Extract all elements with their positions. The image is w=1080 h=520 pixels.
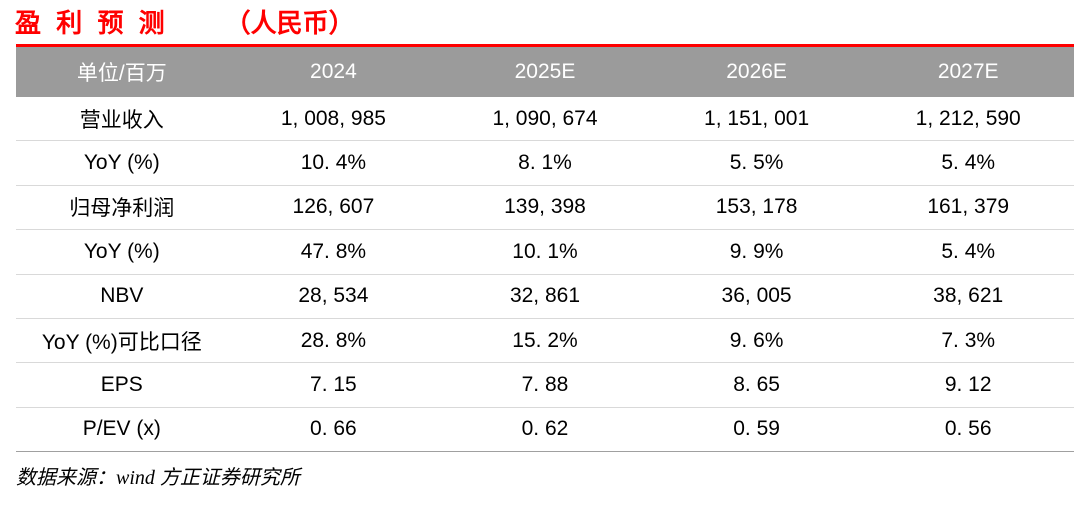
table-row: YoY (%) 47. 8% 10. 1% 9. 9% 5. 4% bbox=[16, 230, 1074, 275]
table-row: 营业收入 1, 008, 985 1, 090, 674 1, 151, 001… bbox=[16, 97, 1074, 142]
page-title-text: 盈 利 预 测 bbox=[15, 8, 169, 38]
cell-value: 1, 008, 985 bbox=[280, 106, 386, 130]
row-label: YoY (%)可比口径 bbox=[41, 330, 202, 354]
cell-value: 153, 178 bbox=[715, 195, 798, 219]
cell-value: 126, 607 bbox=[292, 195, 375, 219]
column-header-2025e: 2025E bbox=[514, 60, 576, 83]
cell-value: 139, 398 bbox=[504, 195, 586, 219]
cell-value: 8. 65 bbox=[733, 373, 780, 397]
cell-value: 7. 88 bbox=[521, 373, 569, 397]
cell-value: 1, 151, 001 bbox=[704, 106, 810, 130]
page-title: 盈 利 预 测 （人民币） bbox=[15, 5, 355, 41]
cell-value: 7. 3% bbox=[941, 328, 996, 352]
cell-value: 0. 66 bbox=[310, 417, 357, 441]
column-header-2027e: 2027E bbox=[937, 60, 999, 83]
row-label: P/EV (x) bbox=[82, 417, 161, 441]
column-header-unit: 单位/百万 bbox=[76, 62, 167, 85]
cell-value: 5. 5% bbox=[729, 151, 784, 175]
row-label: YoY (%) bbox=[83, 151, 160, 175]
table-header-row: 单位/百万 2024 2025E 2026E 2027E bbox=[16, 47, 1074, 97]
cell-value: 38, 621 bbox=[933, 284, 1004, 308]
cell-value: 36, 005 bbox=[721, 284, 792, 308]
cell-value: 9. 6% bbox=[729, 328, 784, 352]
profit-forecast-table: 单位/百万 2024 2025E 2026E 2027E 营业收入 1, 008… bbox=[16, 44, 1074, 453]
row-label: YoY (%) bbox=[83, 239, 160, 263]
column-header-2024: 2024 bbox=[310, 60, 357, 83]
table-row: 归母净利润 126, 607 139, 398 153, 178 161, 37… bbox=[16, 185, 1074, 231]
cell-value: 1, 090, 674 bbox=[492, 106, 598, 130]
cell-value: 5. 4% bbox=[941, 151, 996, 175]
cell-value: 0. 56 bbox=[944, 417, 992, 441]
cell-value: 0. 59 bbox=[733, 417, 780, 441]
cell-value: 0. 62 bbox=[521, 417, 569, 441]
cell-value: 7. 15 bbox=[310, 373, 357, 397]
cell-value: 5. 4% bbox=[941, 239, 996, 263]
cell-value: 9. 9% bbox=[729, 239, 784, 263]
data-source-note: 数据来源：wind 方正证券研究所 bbox=[16, 467, 300, 489]
cell-value: 161, 379 bbox=[927, 195, 1010, 219]
table-row: YoY (%)可比口径 28. 8% 15. 2% 9. 6% 7. 3% bbox=[16, 318, 1074, 364]
cell-value: 28. 8% bbox=[300, 328, 367, 352]
cell-value: 28, 534 bbox=[298, 284, 369, 308]
row-label: NBV bbox=[100, 284, 144, 308]
cell-value: 32, 861 bbox=[509, 284, 581, 308]
cell-value: 47. 8% bbox=[300, 239, 367, 263]
page-title-currency: （人民币） bbox=[224, 8, 355, 38]
table-row: EPS 7. 15 7. 88 8. 65 9. 12 bbox=[16, 363, 1074, 408]
cell-value: 10. 4% bbox=[300, 151, 367, 175]
cell-value: 8. 1% bbox=[518, 151, 572, 175]
table-row: NBV 28, 534 32, 861 36, 005 38, 621 bbox=[16, 274, 1074, 319]
cell-value: 10. 1% bbox=[512, 239, 578, 263]
table-row: P/EV (x) 0. 66 0. 62 0. 59 0. 56 bbox=[16, 407, 1074, 453]
row-label: 营业收入 bbox=[79, 108, 164, 132]
cell-value: 9. 12 bbox=[944, 373, 992, 397]
row-label: 归母净利润 bbox=[69, 197, 175, 221]
cell-value: 15. 2% bbox=[512, 328, 578, 352]
cell-value: 1, 212, 590 bbox=[915, 106, 1021, 130]
row-label: EPS bbox=[100, 373, 143, 397]
table-row: YoY (%) 10. 4% 8. 1% 5. 5% 5. 4% bbox=[16, 141, 1074, 186]
column-header-2026e: 2026E bbox=[726, 60, 787, 83]
